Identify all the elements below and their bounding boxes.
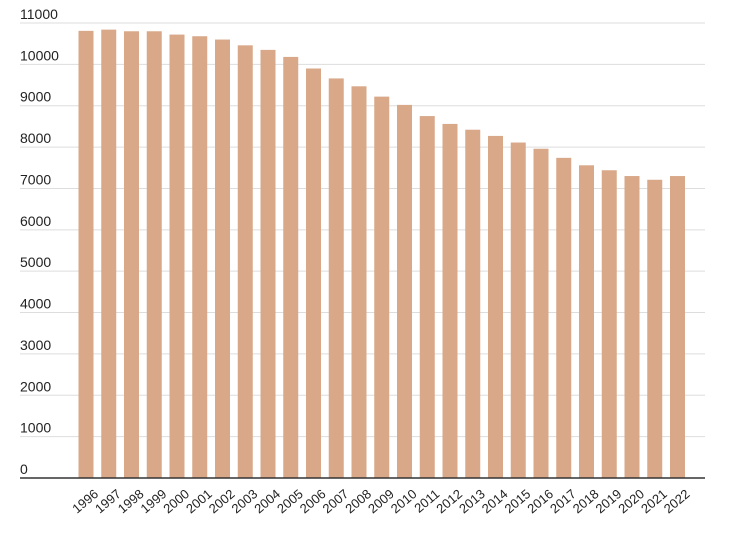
- bar-2012: [442, 123, 458, 478]
- bar-2022: [670, 176, 685, 478]
- y-tick-label: 7000: [20, 171, 51, 187]
- bar-2002: [215, 39, 230, 478]
- bar-2011: [419, 116, 435, 479]
- bar-2010: [397, 104, 412, 479]
- bar-2017: [556, 157, 572, 478]
- bar-2004: [260, 49, 276, 479]
- y-tick-label: 2000: [20, 378, 51, 394]
- bar-2005: [283, 56, 299, 478]
- bar-1997: [101, 29, 117, 478]
- bar-2016: [533, 148, 549, 478]
- y-axis-ticks: 0 1000 2000 3000 4000 5000 6000 7000 8000 9000 100…: [20, 6, 59, 477]
- bar-2014: [488, 135, 503, 478]
- bar-2006: [306, 68, 321, 478]
- y-tick-label: 3000: [20, 337, 51, 353]
- bar-2008: [351, 86, 367, 478]
- bar-2020: [624, 176, 640, 478]
- y-tick-label: 9000: [20, 89, 51, 105]
- bar-2018: [579, 165, 594, 479]
- bar-2019: [601, 170, 617, 478]
- bar-1999: [146, 31, 162, 478]
- x-tick-label: 2022: [661, 486, 693, 516]
- bar-1996: [78, 30, 94, 478]
- bar-1998: [124, 31, 139, 478]
- y-tick-label: 10000: [20, 47, 59, 63]
- y-tick-label: 11000: [20, 6, 58, 22]
- bars: [78, 29, 685, 479]
- y-tick-label: 0: [20, 461, 28, 477]
- y-tick-label: 6000: [20, 213, 51, 229]
- y-tick-label: 5000: [20, 254, 51, 270]
- y-tick-label: 8000: [20, 130, 51, 146]
- bar-2015: [510, 142, 526, 479]
- bar-2013: [465, 129, 481, 478]
- x-axis-ticks: 1996199719981999200020012002200320042005…: [69, 486, 692, 516]
- y-tick-label: 1000: [20, 420, 51, 436]
- bar-2021: [647, 179, 663, 478]
- y-tick-label: 4000: [20, 296, 51, 312]
- bar-2007: [328, 78, 344, 478]
- bar-2000: [169, 34, 185, 478]
- bar-2003: [237, 45, 253, 478]
- bar-2009: [374, 96, 390, 479]
- bar-2001: [192, 36, 208, 479]
